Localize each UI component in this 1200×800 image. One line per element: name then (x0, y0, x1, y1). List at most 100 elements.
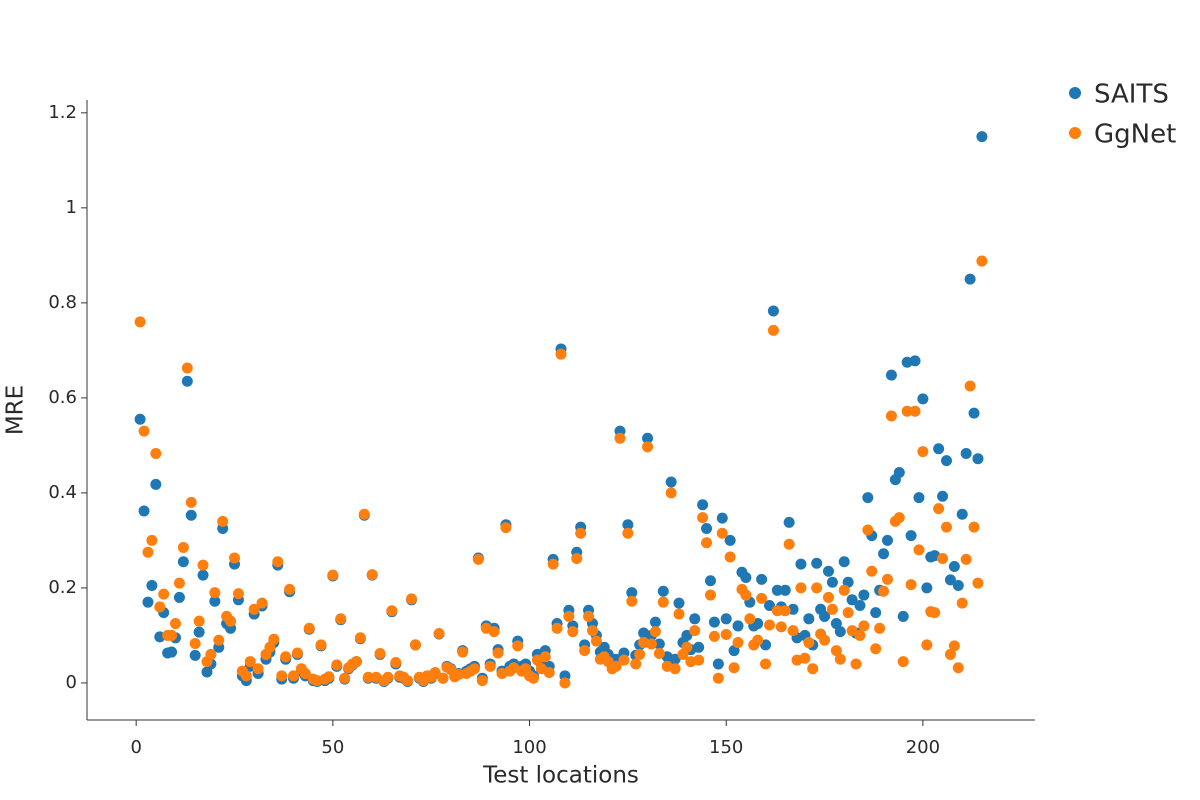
y-axis-title: MRE (3, 385, 29, 435)
scatter-point (795, 558, 807, 570)
scatter-point (276, 670, 288, 682)
scatter-point (799, 652, 811, 664)
x-tick-label: 50 (321, 737, 344, 758)
scatter-point (897, 656, 909, 668)
scatter-point (976, 131, 988, 143)
scatter-point (402, 675, 414, 687)
y-tick-label: 0.6 (48, 387, 77, 408)
scatter-point (708, 630, 720, 642)
scatter-point (933, 503, 945, 515)
scatter-point (252, 663, 264, 675)
scatter-point (244, 656, 256, 668)
scatter-point (964, 380, 976, 392)
scatter-point (291, 647, 303, 659)
scatter-point (173, 577, 185, 589)
scatter-point (948, 561, 960, 573)
scatter-point (189, 649, 201, 661)
scatter-point (649, 626, 661, 638)
legend-marker (1069, 87, 1081, 99)
y-tick-label: 1.2 (48, 102, 77, 123)
scatter-point (197, 569, 209, 581)
scatter-point (429, 666, 441, 678)
scatter-point (614, 432, 626, 444)
scatter-point (767, 324, 779, 336)
scatter-point (669, 663, 681, 675)
x-tick-label: 100 (512, 737, 546, 758)
scatter-point (665, 487, 677, 499)
scatter-point (622, 527, 634, 539)
scatter-point (193, 626, 205, 638)
scatter-point (579, 645, 591, 657)
scatter-point (693, 654, 705, 666)
scatter-point (382, 671, 394, 683)
scatter-point (968, 521, 980, 533)
scatter-point (362, 671, 374, 683)
scatter-point (913, 544, 925, 556)
scatter-point (166, 646, 178, 658)
scatter-point (288, 670, 300, 682)
scatter-point (834, 653, 846, 665)
scatter-point (874, 622, 886, 634)
scatter-point (885, 410, 897, 422)
scatter-point (846, 594, 858, 606)
scatter-point (862, 524, 874, 536)
scatter-point (150, 478, 162, 490)
scatter-point (885, 369, 897, 381)
scatter-point (732, 620, 744, 632)
scatter-point (590, 635, 602, 647)
scatter-point (830, 645, 842, 657)
scatter-point (559, 677, 571, 689)
scatter-point (409, 639, 421, 651)
scatter-point (854, 600, 866, 612)
scatter-point (858, 620, 870, 632)
scatter-point (716, 527, 728, 539)
x-tick-label: 200 (906, 737, 940, 758)
scatter-point (811, 557, 823, 569)
scatter-point (724, 534, 736, 546)
scatter-point (158, 588, 170, 600)
scatter-point (689, 613, 701, 625)
scatter-point (177, 542, 189, 554)
scatter-point (653, 647, 665, 659)
scatter-point (673, 597, 685, 609)
y-tick-label: 0.2 (48, 577, 77, 598)
scatter-point (972, 577, 984, 589)
legend-marker (1069, 127, 1081, 139)
scatter-point (618, 654, 630, 666)
scatter-point (756, 592, 768, 604)
scatter-point (893, 466, 905, 478)
scatter-point (622, 519, 634, 531)
scatter-point (303, 622, 315, 634)
scatter-point (870, 643, 882, 655)
scatter-point (390, 657, 402, 669)
scatter-point (881, 534, 893, 546)
scatter-point (406, 593, 418, 605)
scatter-point (976, 255, 988, 267)
scatter-point (583, 610, 595, 622)
scatter-point (878, 548, 890, 560)
scatter-point (787, 625, 799, 637)
scatter-point (822, 591, 834, 603)
scatter-point (146, 580, 158, 592)
scatter-point (437, 672, 449, 684)
scatter-point (728, 662, 740, 674)
scatter-point (386, 605, 398, 617)
scatter-point (649, 616, 661, 628)
scatter-point (732, 637, 744, 649)
scatter-point (457, 646, 469, 658)
scatter-point (952, 662, 964, 674)
scatter-point (240, 670, 252, 682)
scatter-point (488, 626, 500, 638)
scatter-point (913, 492, 925, 504)
scatter-point (964, 273, 976, 285)
scatter-point (744, 613, 756, 625)
x-tick-label: 0 (130, 737, 141, 758)
scatter-point (256, 597, 268, 609)
scatter-point (956, 597, 968, 609)
scatter-point (944, 648, 956, 660)
scatter-point (795, 582, 807, 594)
scatter-point (720, 628, 732, 640)
scatter-point (767, 305, 779, 317)
scatter-point (134, 413, 146, 425)
